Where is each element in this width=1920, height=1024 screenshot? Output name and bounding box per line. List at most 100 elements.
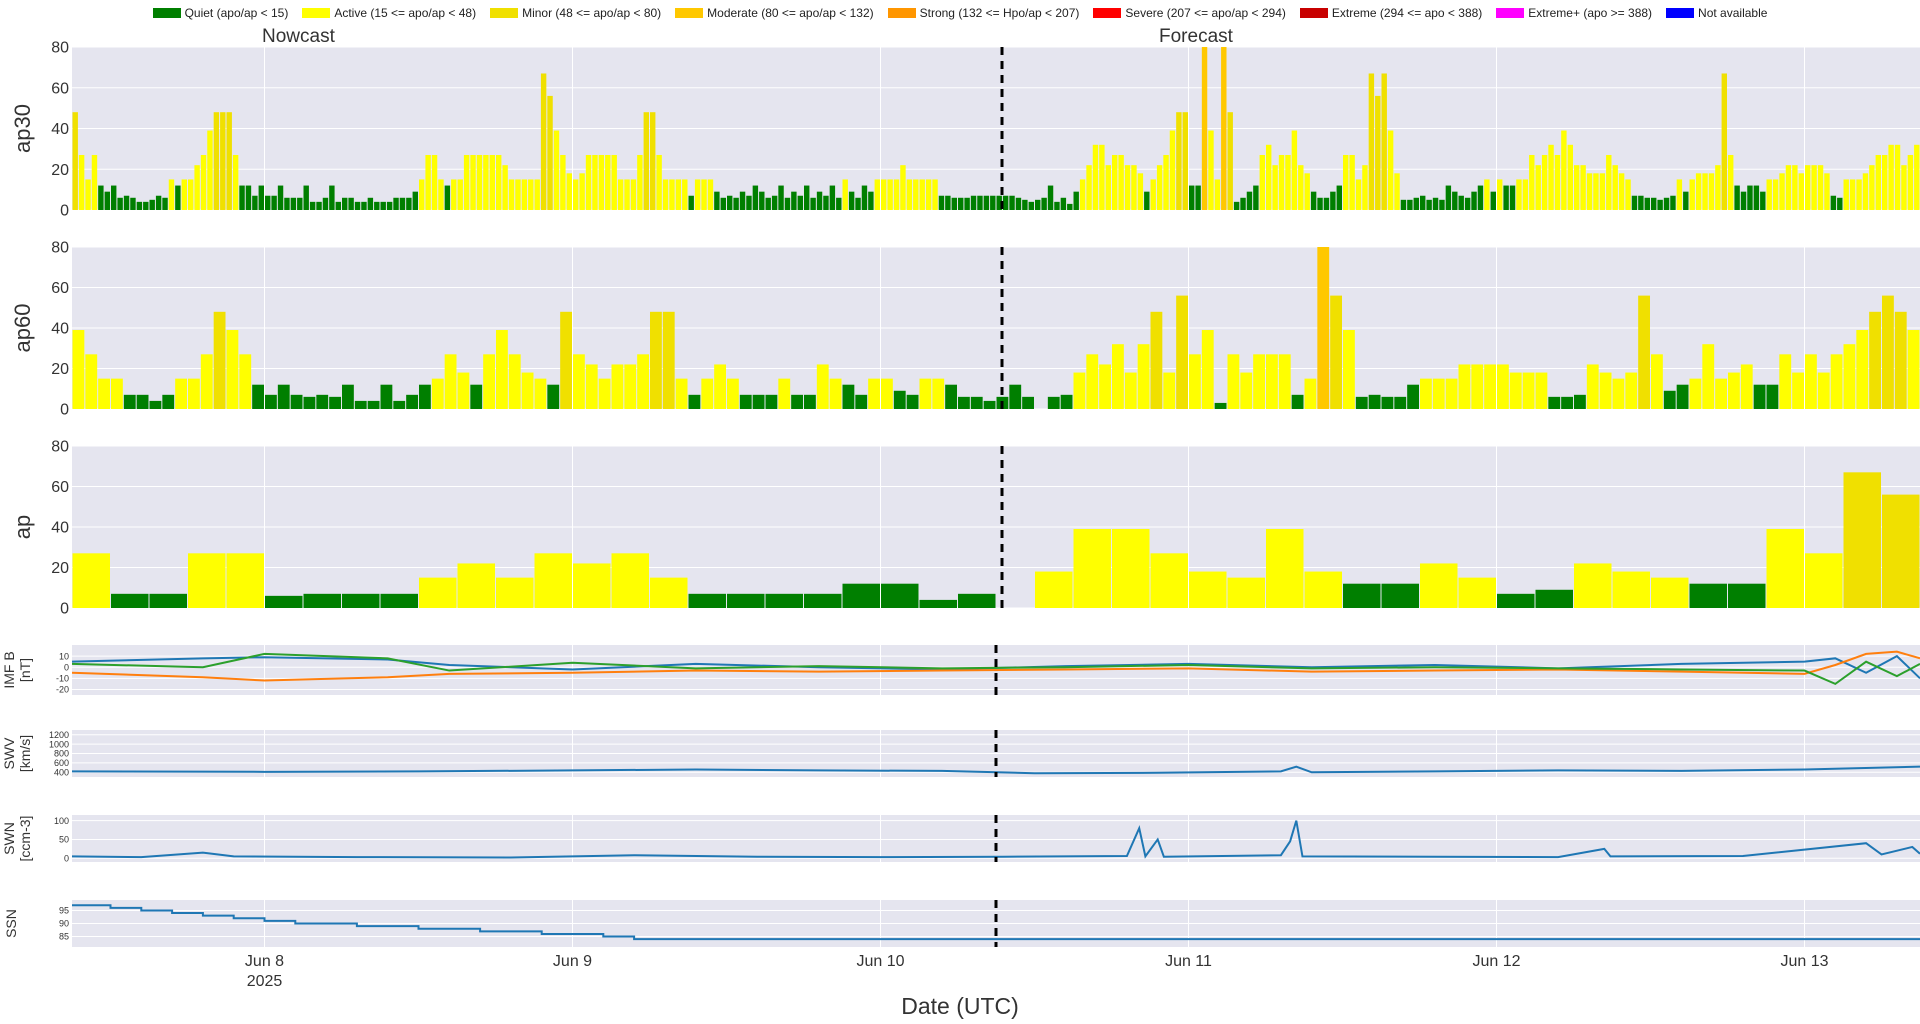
ap60-bar xyxy=(919,378,932,409)
legend-item[interactable]: Strong (132 <= Hpo/ap < 207) xyxy=(887,6,1079,20)
ap30-bar xyxy=(1464,197,1471,210)
ap30-bar xyxy=(1490,191,1496,210)
ap30-y-tick-label: 40 xyxy=(51,121,69,138)
ap60-bar xyxy=(1702,344,1715,409)
ap30-bar xyxy=(990,195,996,210)
ap60-bar xyxy=(1740,364,1753,409)
ap30-bar xyxy=(1734,185,1740,210)
legend-item[interactable]: Not available xyxy=(1666,6,1767,20)
ap60-bar xyxy=(149,400,162,409)
legend-item[interactable]: Minor (48 <= apo/ap < 80) xyxy=(490,6,661,20)
ap30-bar xyxy=(958,197,964,210)
legend-label: Severe (207 <= apo/ap < 294) xyxy=(1125,6,1286,20)
ap30-bar xyxy=(515,179,521,210)
ap30-y-tick-label: 0 xyxy=(60,203,69,220)
ap30-bar xyxy=(1721,73,1727,210)
ap30-bar xyxy=(1792,165,1798,210)
ap30-bar xyxy=(1330,191,1336,210)
ap60-bar xyxy=(662,311,675,409)
ap60-bar xyxy=(367,400,380,409)
ap60-bar xyxy=(624,364,637,409)
ap30-bar xyxy=(1221,47,1227,210)
ap30-bar xyxy=(1253,185,1259,210)
ap30-bar xyxy=(271,195,277,210)
ap60-bar xyxy=(290,394,303,409)
ap60-bar xyxy=(1625,372,1638,409)
ap60-bar xyxy=(804,394,816,409)
ap30-bar xyxy=(265,195,271,210)
ap30-bar xyxy=(1830,195,1837,210)
ap30-bar xyxy=(617,179,624,210)
ap-bar xyxy=(1612,571,1650,608)
ap30-bar xyxy=(354,201,361,210)
ap-bar xyxy=(303,593,341,608)
ap30-bar xyxy=(855,197,861,210)
ap60-bar xyxy=(1022,396,1034,409)
ap30-bar xyxy=(1349,154,1355,210)
ap60-bar xyxy=(1266,354,1278,409)
legend-label: Moderate (80 <= apo/ap < 132) xyxy=(707,6,874,20)
ap-bar xyxy=(1766,529,1804,608)
ap30-bar xyxy=(688,195,694,210)
ap60-bar xyxy=(1112,344,1124,409)
ap60-bar xyxy=(1420,378,1432,409)
ap60-bar xyxy=(688,394,701,409)
ap30-bar xyxy=(1683,191,1689,210)
ap30-bar xyxy=(534,179,540,210)
legend-swatch xyxy=(675,8,704,18)
imfb-by-series-line xyxy=(71,650,1920,682)
ap30-bar xyxy=(1336,185,1342,210)
ap30-bar xyxy=(893,179,900,210)
ap30-bar xyxy=(1753,185,1760,210)
ap30-bar xyxy=(938,195,945,210)
ap60-bar xyxy=(1599,372,1612,409)
ap30-bar xyxy=(1574,165,1580,210)
ap30-bar xyxy=(579,173,585,210)
ap-bar xyxy=(149,593,187,608)
ap30-bar xyxy=(1355,179,1362,210)
ap60-bar xyxy=(1856,330,1869,409)
ap30-bar xyxy=(823,195,829,210)
ap30-bar xyxy=(694,179,701,210)
ap60-bar xyxy=(1227,354,1240,409)
ap30-bar xyxy=(136,201,143,210)
ap30-bar xyxy=(149,199,155,210)
ap-bar xyxy=(1420,563,1458,608)
swv-line-series-line xyxy=(71,765,1920,775)
ap30-bar xyxy=(585,154,592,210)
ap30-bar xyxy=(1047,185,1054,210)
ap60-bar xyxy=(1394,396,1407,409)
ap60-bar xyxy=(483,354,495,409)
ap60-bar xyxy=(200,354,213,409)
ap30-bar xyxy=(438,179,444,210)
ap30-bar xyxy=(836,197,842,210)
imfb-bz-series-line xyxy=(71,652,1920,686)
ap-bar xyxy=(688,593,726,608)
ap30-bar xyxy=(399,197,406,210)
ap30-bar xyxy=(374,201,380,210)
legend-item[interactable]: Extreme+ (apo >= 388) xyxy=(1496,6,1652,20)
ap60-bar xyxy=(1869,311,1881,409)
legend-item[interactable]: Extreme (294 <= apo < 388) xyxy=(1299,6,1482,20)
swv-y-tick-label: 1200 xyxy=(49,730,69,740)
ap60-y-tick-label: 40 xyxy=(51,321,69,338)
ap30-bar xyxy=(393,197,399,210)
legend-item[interactable]: Moderate (80 <= apo/ap < 132) xyxy=(675,6,874,20)
ap-bar xyxy=(1112,529,1150,608)
ap30-bar xyxy=(1208,130,1214,210)
ap30-bar xyxy=(996,195,1002,210)
ssn-y-axis-label: SSN xyxy=(3,909,19,938)
ap30-bar xyxy=(566,173,572,210)
legend-item[interactable]: Active (15 <= apo/ap < 48) xyxy=(302,6,476,20)
ap30-bar xyxy=(1824,173,1830,210)
ap30-bar xyxy=(1586,173,1593,210)
ap30-bar xyxy=(406,197,412,210)
legend-item[interactable]: Quiet (apo/ap < 15) xyxy=(152,6,288,20)
swv-y-tick-label: 400 xyxy=(54,767,69,777)
ap30-bar xyxy=(540,73,547,210)
ap30-bar xyxy=(508,179,515,210)
ap30-y-tick-label: 60 xyxy=(51,80,69,97)
ap30-bar xyxy=(483,154,489,210)
ap30-y-axis-label: ap30 xyxy=(10,104,35,153)
legend-item[interactable]: Severe (207 <= apo/ap < 294) xyxy=(1093,6,1286,20)
